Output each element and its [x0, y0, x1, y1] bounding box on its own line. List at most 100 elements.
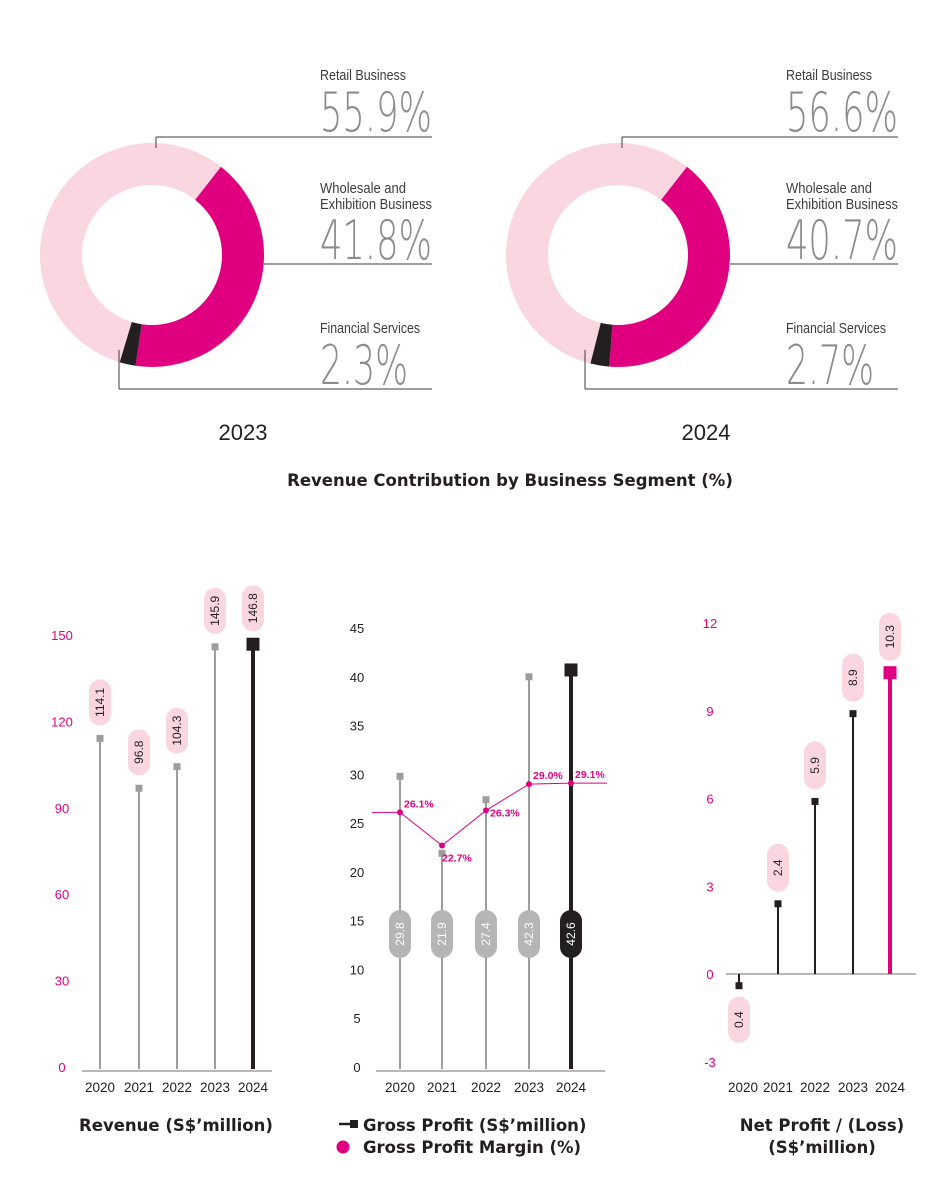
segment-label-wholesale-line2-2023: Exhibition Business [320, 196, 432, 213]
revenue-data-label-2023: 145.9 [204, 587, 226, 634]
segment-label-wholesale-line2-2024: Exhibition Business [786, 196, 898, 213]
gross-margin-point-2022 [483, 807, 489, 814]
donut-year-2024: 2024 [682, 420, 731, 445]
revenue-data-label-2020: 114.1 [89, 679, 111, 726]
revenue-ytick-120: 120 [51, 714, 73, 729]
segment-label-financial-2023: Financial Services [320, 320, 420, 337]
net-profit-xtick-2021: 2021 [763, 1079, 793, 1095]
legend-margin-dot-icon [336, 1140, 350, 1154]
gross-margin-label-2023: 29.0% [533, 770, 563, 782]
net-profit-data-label-2024-bg [879, 612, 901, 661]
revenue-marker-2021 [135, 784, 143, 792]
revenue-ytick-30: 30 [55, 974, 69, 989]
donut-slice-retail-2023 [40, 143, 221, 363]
gross-profit-chart: 0 5 10 15 20 25 30 35 40 45 29.8 2020 21.9 2021 27.4 20… [350, 621, 607, 1095]
revenue-ytick-90: 90 [55, 801, 69, 816]
segment-label-retail-2023: Retail Business [320, 67, 406, 84]
gross-profit-xtick-2024: 2024 [556, 1079, 586, 1095]
revenue-data-label-2022: 104.3 [166, 707, 188, 754]
net-profit-marker-2020 [735, 982, 743, 990]
gross-margin-label-2022: 26.3% [490, 807, 520, 819]
net-profit-xtick-2020: 2020 [728, 1079, 758, 1095]
revenue-marker-2020 [96, 734, 104, 742]
net-profit-data-label-2021: 2.4 [767, 843, 789, 892]
net-profit-xtick-2024: 2024 [875, 1079, 905, 1095]
gross-margin-point-2023 [526, 781, 532, 788]
revenue-marker-2024 [246, 637, 260, 651]
gross-profit-data-label-2022-bg [475, 910, 497, 958]
gross-profit-ytick-20: 20 [350, 865, 364, 880]
gross-profit-data-label-2020: 29.8 [389, 910, 411, 958]
gross-profit-marker-2020 [396, 772, 404, 780]
segment-label-wholesale-line1-2024: Wholesale and [786, 180, 872, 197]
revenue-data-label-2022-text: 104.3 [170, 715, 184, 745]
legend-gross-profit-square-icon [350, 1120, 358, 1128]
legend-gross-profit-label: Gross Profit (S$’million) [363, 1116, 586, 1135]
revenue-data-label-2024-bg [242, 585, 264, 632]
revenue-xtick-2024: 2024 [238, 1079, 268, 1095]
gross-profit-data-label-2023: 42.3 [518, 910, 540, 958]
revenue-chart: 0 30 60 90 120 150 114.1 2020 96.8 2021 104.3 2022 1… [51, 585, 272, 1095]
gross-profit-data-label-2022: 27.4 [475, 910, 497, 958]
gross-profit-ytick-35: 35 [350, 719, 364, 734]
gross-margin-point-2024 [568, 780, 574, 787]
net-profit-data-label-2021-text: 2.4 [771, 859, 785, 876]
revenue-data-label-2021-bg [128, 729, 150, 776]
gross-profit-ytick-15: 15 [350, 914, 364, 929]
segment-value-financial-2024: 2.7% [786, 334, 874, 397]
net-profit-chart: -3 0 3 6 9 12 0.4 2020 2.4 2021 5.9 2022 8.9 2023 10.3… [703, 612, 916, 1095]
gross-profit-data-label-2021-text: 21.9 [435, 922, 449, 946]
net-profit-ytick-9: 9 [706, 704, 713, 719]
segment-label-wholesale-line1-2023: Wholesale and [320, 180, 406, 197]
gross-profit-data-label-2023-text: 42.3 [522, 922, 536, 946]
net-profit-data-label-2023-text: 8.9 [846, 669, 860, 686]
net-profit-data-label-2020-text: 0.4 [732, 1011, 746, 1028]
revenue-ytick-0: 0 [58, 1060, 65, 1075]
net-profit-marker-2021 [774, 900, 782, 908]
donut-year-2023: 2023 [219, 420, 268, 445]
net-profit-data-label-2022: 5.9 [804, 741, 826, 790]
net-profit-data-label-2021-bg [767, 843, 789, 892]
gross-profit-xtick-2020: 2020 [385, 1079, 415, 1095]
net-profit-chart-title-line1: Net Profit / (Loss) [740, 1116, 904, 1135]
segment-label-retail-2024: Retail Business [786, 67, 872, 84]
gross-profit-xtick-2023: 2023 [514, 1079, 544, 1095]
net-profit-xtick-2022: 2022 [800, 1079, 830, 1095]
segment-label-financial-2024: Financial Services [786, 320, 886, 337]
gross-profit-xtick-2021: 2021 [427, 1079, 457, 1095]
revenue-marker-2023 [211, 643, 219, 651]
segment-value-wholesale-2023: 41.8% [320, 209, 432, 272]
net-profit-data-label-2024: 10.3 [879, 612, 901, 661]
gross-profit-legend: Gross Profit (S$’million) Gross Profit M… [336, 1116, 586, 1157]
net-profit-data-label-2023-bg [842, 653, 864, 702]
gross-margin-point-2020 [397, 809, 403, 816]
net-profit-ytick--3: -3 [704, 1055, 716, 1070]
revenue-ytick-60: 60 [55, 887, 69, 902]
gross-profit-ytick-45: 45 [350, 621, 364, 636]
net-profit-data-label-2022-bg [804, 741, 826, 790]
segment-value-wholesale-2024: 40.7% [786, 209, 898, 272]
revenue-ytick-150: 150 [51, 628, 73, 643]
gross-profit-marker-2022 [482, 796, 490, 804]
gross-profit-data-label-2024-bg [560, 910, 582, 958]
revenue-data-label-2024-text: 146.8 [246, 593, 260, 623]
gross-margin-point-2021 [439, 842, 445, 849]
gross-profit-data-label-2020-text: 29.8 [393, 922, 407, 946]
donut-slice-wholesale-2023 [135, 166, 265, 367]
segment-value-financial-2023: 2.3% [320, 334, 408, 397]
gross-profit-ytick-25: 25 [350, 816, 364, 831]
gross-profit-marker-2023 [525, 673, 533, 681]
gross-profit-ytick-30: 30 [350, 767, 364, 782]
donut-section-title: Revenue Contribution by Business Segment… [287, 471, 733, 490]
gross-profit-data-label-2021-bg [431, 910, 453, 958]
net-profit-ytick-3: 3 [706, 879, 713, 894]
revenue-marker-2022 [173, 763, 181, 771]
revenue-data-label-2020-text: 114.1 [93, 687, 107, 716]
segment-value-retail-2024: 56.6% [786, 81, 898, 144]
gross-profit-ytick-10: 10 [350, 962, 364, 977]
gross-margin-label-2024: 29.1% [575, 769, 605, 781]
legend-margin-label: Gross Profit Margin (%) [363, 1138, 581, 1157]
donut-slice-financial-2023 [119, 322, 142, 366]
gross-profit-data-label-2024-text: 42.6 [564, 922, 578, 946]
